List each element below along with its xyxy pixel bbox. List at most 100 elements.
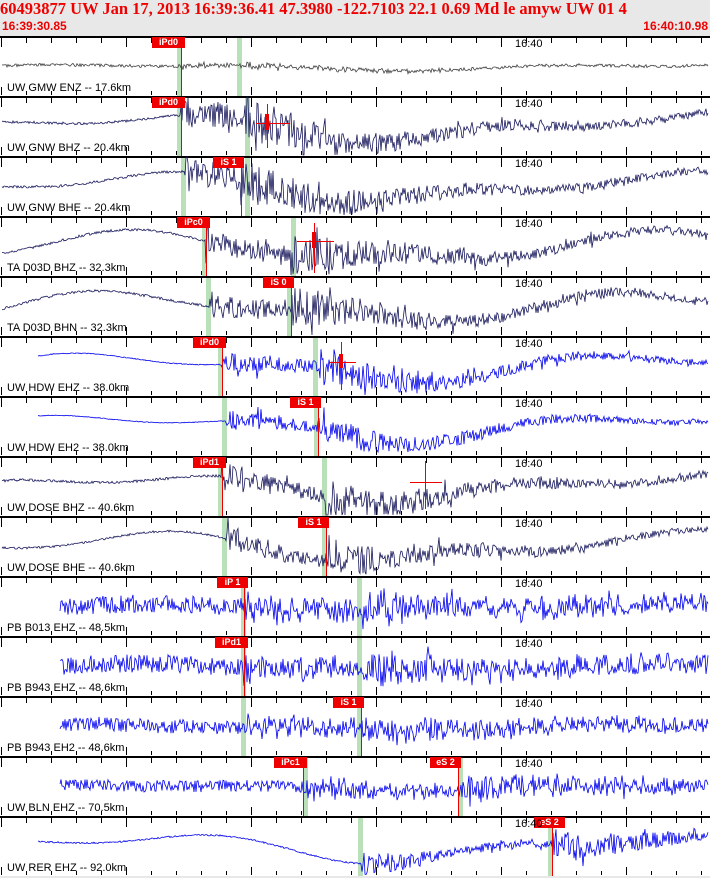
phase-pick-label[interactable]: iS 1 (213, 157, 244, 168)
axis-tick-minor (151, 398, 152, 403)
axis-tick-minor (101, 631, 102, 635)
axis-tick-minor (701, 338, 702, 343)
phase-pick-label[interactable]: iS 1 (298, 517, 329, 528)
phase-pick-line[interactable] (244, 638, 246, 696)
phase-pick-line[interactable] (241, 158, 243, 216)
phase-pick-label[interactable]: iPd0 (152, 37, 185, 48)
axis-tick-minor (676, 38, 677, 43)
phase-pick-label[interactable]: iP 1 (217, 577, 248, 588)
axis-time-label: 16:40 (515, 638, 543, 650)
phase-pick-label[interactable]: eS 2 (430, 757, 461, 768)
axis-tick-minor (201, 271, 202, 275)
axis-tick-minor (576, 211, 577, 215)
station-channel-label: TA D03D BHN -- 32.3km (7, 322, 127, 334)
phase-pick-label[interactable]: iPd1 (193, 457, 226, 468)
axis-tick-minor (476, 451, 477, 455)
trace-panel[interactable]: iS 1 16:40 UW GNW BHE -- 20.4km (0, 156, 710, 216)
axis-tick-minor (226, 331, 227, 335)
trace-panel[interactable]: iPd0 16:40 UW GMW ENZ -- 17.6km (0, 36, 710, 96)
axis-tick-minor (476, 218, 477, 223)
axis-tick-minor (226, 391, 227, 395)
axis-tick-minor (151, 511, 152, 515)
axis-tick-minor (476, 758, 477, 763)
axis-tick-minor (76, 98, 77, 103)
axis-tick-major (376, 578, 377, 587)
window-end-time: 16:40:10.98 (643, 19, 708, 33)
trace-panel[interactable]: iPc0 16:40 TA D03D BHZ -- 32.3km (0, 216, 710, 276)
trace-panel[interactable]: iS 0 16:40 TA D03D BHN -- 32.3km (0, 276, 710, 336)
axis-tick-major (1, 518, 2, 527)
phase-pick-line[interactable] (318, 398, 320, 456)
trace-panel[interactable]: eS 2 16:40 UW RER EHZ -- 92.0km (0, 816, 710, 876)
phase-pick-label[interactable]: iS 0 (263, 277, 294, 288)
phase-pick-line[interactable] (181, 38, 183, 96)
phase-pick-label[interactable]: iPc1 (274, 757, 307, 768)
axis-tick-minor (526, 391, 527, 395)
phase-pick-line[interactable] (361, 698, 363, 756)
axis-tick-major (126, 207, 127, 215)
axis-tick-minor (276, 98, 277, 103)
phase-pick-line[interactable] (303, 758, 305, 816)
axis-tick-major (251, 638, 252, 647)
axis-tick-minor (476, 91, 477, 95)
axis-tick-minor (576, 158, 577, 163)
axis-tick-minor (26, 151, 27, 155)
phase-pick-line[interactable] (458, 758, 460, 816)
trace-panel[interactable]: iPd1 16:40 UW DOSE BHZ -- 40.6km (0, 456, 710, 516)
phase-pick-line[interactable] (244, 578, 246, 636)
waveform-trace (1, 516, 709, 575)
axis-tick-minor (76, 631, 77, 635)
station-channel-label: UW GMW ENZ -- 17.6km (7, 82, 132, 94)
axis-tick-minor (151, 571, 152, 575)
trace-panel[interactable]: iP 1 16:40 PB B013 EHZ -- 48.5km (0, 576, 710, 636)
phase-pick-label[interactable]: iS 1 (333, 697, 364, 708)
axis-tick-major (501, 758, 502, 767)
axis-tick-minor (176, 691, 177, 695)
axis-tick-minor (351, 271, 352, 275)
phase-pick-line[interactable] (181, 98, 183, 156)
axis-tick-minor (551, 758, 552, 763)
trace-panel[interactable]: iS 1 16:40 UW HDW EH2 -- 38.0km (0, 396, 710, 456)
phase-pick-label[interactable]: iPd1 (215, 637, 248, 648)
phase-pick-line[interactable] (552, 818, 554, 876)
axis-tick-minor (301, 631, 302, 635)
phase-pick-line[interactable] (206, 218, 208, 276)
axis-tick-minor (201, 278, 202, 283)
trace-panel[interactable]: iS 1 16:40 UW DOSE BHE -- 40.6km (0, 516, 710, 576)
axis-tick-minor (451, 871, 452, 875)
phase-pick-line[interactable] (222, 458, 224, 516)
axis-tick-minor (26, 578, 27, 583)
axis-tick-minor (351, 38, 352, 43)
trace-panel[interactable]: iPc1 eS 2 16:40 UW BLN EHZ -- 70.5km (0, 756, 710, 816)
axis-tick-minor (226, 698, 227, 703)
axis-tick-major (126, 447, 127, 455)
axis-tick-minor (301, 571, 302, 575)
axis-tick-minor (651, 391, 652, 395)
axis-tick-minor (76, 151, 77, 155)
phase-pick-label[interactable]: iPd0 (152, 97, 185, 108)
axis-tick-major (501, 267, 502, 275)
axis-tick-minor (76, 698, 77, 703)
phase-pick-label[interactable]: eS 2 (534, 817, 565, 828)
axis-tick-minor (76, 211, 77, 215)
axis-tick-major (251, 87, 252, 95)
axis-tick-minor (76, 458, 77, 463)
axis-tick-major (1, 447, 2, 455)
phase-pick-line[interactable] (291, 278, 293, 336)
axis-tick-minor (301, 271, 302, 275)
axis-tick-major (501, 687, 502, 695)
trace-panel[interactable]: iS 1 16:40 PB B943 EH2 -- 48.6km (0, 696, 710, 756)
phase-pick-line[interactable] (326, 518, 328, 576)
trace-panel[interactable]: iPd0 16:40 UW HDW EHZ -- 38.0km (0, 336, 710, 396)
trace-panel[interactable]: iPd0 16:40 UW GNW BHZ -- 20.4km (0, 96, 710, 156)
axis-tick-major (251, 38, 252, 47)
axis-tick-minor (601, 578, 602, 583)
phase-pick-line[interactable] (222, 338, 224, 396)
axis-tick-minor (351, 578, 352, 583)
trace-panel[interactable]: iPd1 16:40 PB B943 EHZ -- 48.6km (0, 636, 710, 696)
phase-pick-label[interactable]: iPc0 (177, 217, 210, 228)
axis-tick-minor (701, 458, 702, 463)
phase-pick-label[interactable]: iS 1 (290, 397, 321, 408)
phase-pick-label[interactable]: iPd0 (193, 337, 226, 348)
axis-tick-major (626, 807, 627, 815)
